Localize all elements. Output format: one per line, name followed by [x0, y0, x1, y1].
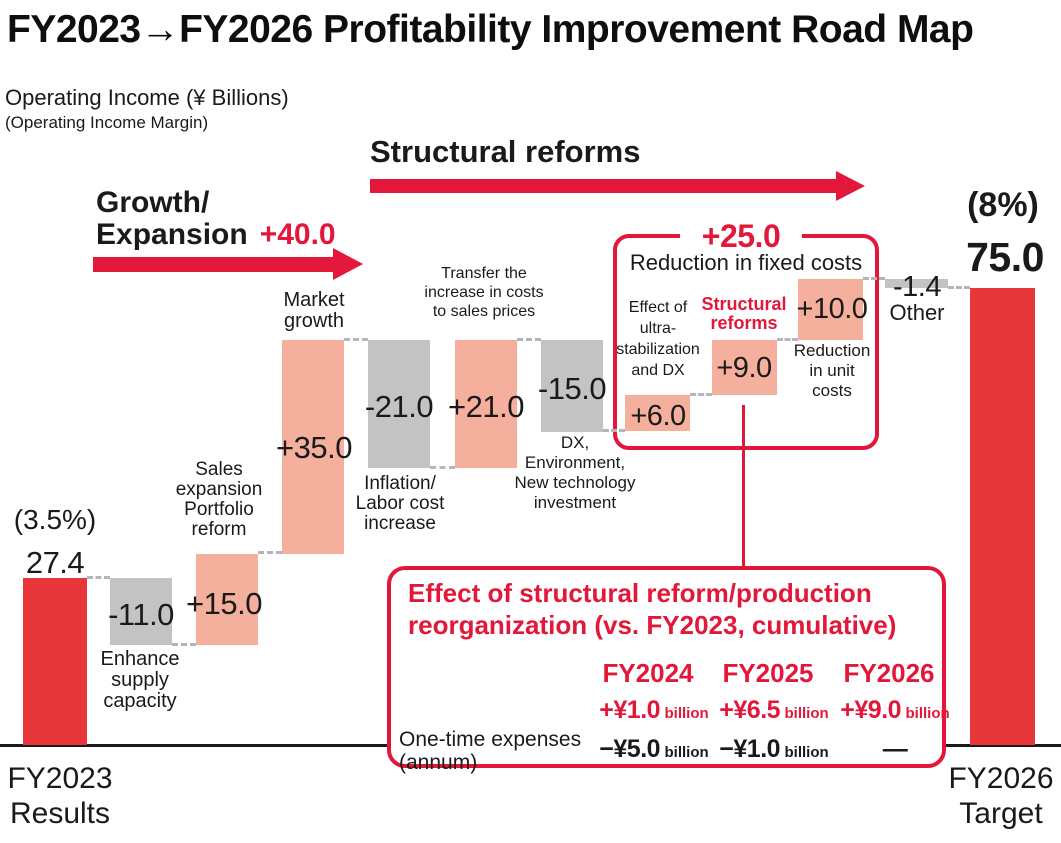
bar-fy2023-results — [23, 577, 87, 745]
structural-reforms-arrow-head-icon — [836, 171, 865, 201]
page-title: FY2023→FY2026 Profitability Improvement … — [7, 8, 974, 51]
fixed-costs-delta-value: +25.0 — [680, 218, 802, 255]
value-label-unitcost: +10.0 — [796, 293, 868, 325]
value-label-ultra: +6.0 — [630, 400, 686, 432]
bar-ultra-stabilization-and-dx — [625, 394, 690, 432]
growth-delta-value: +40.0 — [259, 218, 336, 251]
step-connector — [517, 338, 541, 341]
column-header-fy2025: FY2025 — [722, 658, 814, 688]
step-connector — [777, 338, 798, 341]
bar-label-dx-environment: DX, Environment, New technology investment — [514, 433, 636, 512]
one-time-expenses-label: One-time expenses (annum) — [399, 728, 582, 774]
bar-label-transfer-costs: Transfer the increase in costs to sales pr… — [424, 265, 544, 320]
growth-arrow-head-icon — [333, 248, 363, 280]
bar-dx-environment-new-technology — [541, 340, 603, 432]
value-label-fy2026: 75.0 — [966, 234, 1044, 280]
step-connector — [87, 576, 110, 579]
bar-market-growth — [282, 340, 344, 554]
step-connector — [863, 277, 885, 280]
x-axis-label-fy2026-target: FY2026 Target — [948, 762, 1054, 830]
structural-reform-effect-box: Effect of structural reform/production r… — [387, 566, 950, 774]
bar-inflation-labor-cost-increase — [368, 340, 430, 469]
column-header-fy2026: FY2026 — [843, 658, 935, 688]
margin-label-fy2026: (8%) — [967, 186, 1039, 224]
fixed-costs-title: Reduction in fixed costs — [629, 250, 863, 275]
step-connector — [172, 643, 196, 646]
value-label-inflation: -21.0 — [364, 389, 434, 424]
bar-label-reduction-unit-costs: Reduction in unit costs — [793, 341, 871, 400]
bar-other — [885, 279, 948, 288]
bar-reduction-in-unit-costs — [798, 279, 863, 340]
cumulative-effect-fy2026: +¥9.0 billion — [840, 696, 950, 724]
cumulative-effect-fy2025: +¥6.5 billion — [719, 696, 829, 724]
growth-label-line2: Expansion — [96, 218, 248, 251]
step-connector — [603, 429, 625, 432]
bar-fy2026-target — [970, 287, 1035, 745]
bar-structural-reforms — [712, 340, 777, 395]
column-header-fy2024: FY2024 — [602, 658, 694, 688]
callout-connector-line — [742, 405, 745, 568]
bar-label-ultra-stabilization: Effect of ultra-stabilization and DX — [616, 299, 700, 379]
one-time-expense-fy2025: −¥1.0 billion — [719, 735, 829, 763]
value-label-dx: -15.0 — [537, 371, 607, 406]
growth-arrow — [93, 257, 333, 272]
value-label-supply: -11.0 — [108, 597, 174, 632]
value-label-transfer: +21.0 — [448, 389, 524, 424]
x-axis-label-fy2023-results: FY2023 Results — [7, 762, 113, 830]
value-label-sales: +15.0 — [186, 586, 262, 621]
structural-reforms-arrow — [370, 179, 836, 193]
effect-box-title-line2: reorganization (vs. FY2023, cumulative) — [408, 610, 897, 640]
bar-label-structural-reforms: Structural reforms — [701, 294, 787, 333]
bar-label-sales-expansion: Sales expansion Portfolio reform — [175, 459, 263, 540]
y-axis-unit-label: Operating Income (¥ Billions) — [5, 85, 289, 110]
bar-label-other: Other — [889, 300, 945, 325]
step-connector — [948, 286, 970, 289]
step-connector — [344, 338, 368, 341]
bar-label-inflation-labor-cost: Inflation/Labor cost increase — [355, 473, 445, 534]
growth-expansion-label: Growth/ Expansion +40.0 — [96, 187, 336, 251]
y-axis-margin-label: (Operating Income Margin) — [5, 113, 209, 132]
structural-reforms-label: Structural reforms — [370, 134, 641, 169]
value-label-fy2023: 27.4 — [25, 545, 85, 580]
value-label-market: +35.0 — [276, 430, 352, 465]
step-connector — [430, 466, 455, 469]
one-time-expense-fy2024: −¥5.0 billion — [599, 735, 709, 763]
growth-label-line1: Growth/ — [96, 186, 210, 219]
value-label-reforms: +9.0 — [716, 352, 772, 384]
effect-box-title-line1: Effect of structural reform/production — [408, 578, 872, 608]
cumulative-effect-fy2024: +¥1.0 billion — [599, 696, 709, 724]
one-time-expense-fy2026: — — [882, 735, 908, 763]
bar-sales-expansion-portfolio-reform — [196, 553, 258, 645]
bar-enhance-supply-capacity — [110, 577, 172, 645]
value-label-other: -1.4 — [893, 271, 941, 303]
bar-label-enhance-supply-capacity: Enhance supply capacity — [100, 648, 180, 712]
margin-label-fy2023: (3.5%) — [13, 504, 97, 535]
step-connector — [690, 393, 712, 396]
step-connector — [258, 551, 282, 554]
bar-transfer-costs-to-sales-prices — [455, 340, 517, 469]
bar-label-market-growth: Market growth — [283, 289, 345, 332]
